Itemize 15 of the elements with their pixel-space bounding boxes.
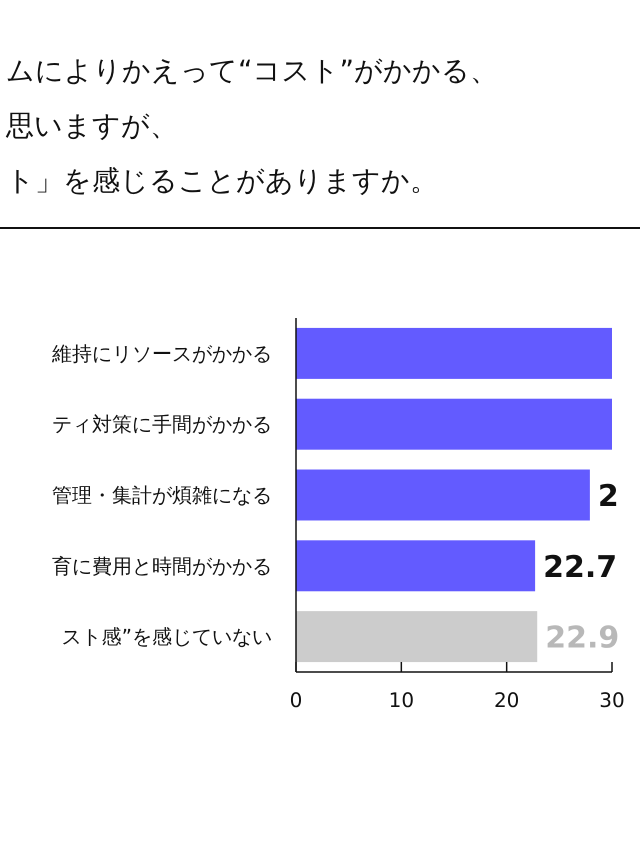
- y-tick-label: ティ対策に手間がかかる: [52, 412, 272, 436]
- data-label: 22.9: [545, 620, 620, 656]
- chart-subtitle: 思いますが、: [5, 109, 178, 142]
- x-tick-label: 30: [599, 688, 625, 712]
- chart-title: ムによりかえって“コスト”がかかる、: [6, 54, 498, 87]
- annotation: 2: [598, 479, 619, 514]
- x-tick-label: 10: [388, 688, 414, 712]
- text: ト」を感じることがありますか。: [6, 164, 438, 197]
- y-tick-label: 育に費用と時間がかかる: [52, 554, 272, 578]
- x-tick-label: 0: [290, 688, 302, 712]
- y-tick-label: 管理・集計が煩雑になる: [52, 483, 272, 507]
- x-tick-label: 20: [494, 688, 520, 712]
- data-label: 22.7: [543, 550, 618, 585]
- y-tick-label: スト感”を感じていない: [62, 624, 272, 649]
- y-tick-label: 維持にリソースがかかる: [51, 341, 272, 366]
